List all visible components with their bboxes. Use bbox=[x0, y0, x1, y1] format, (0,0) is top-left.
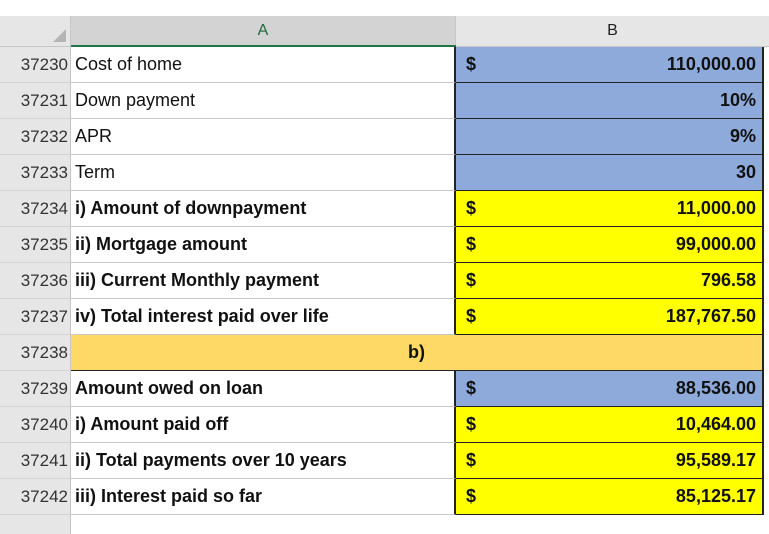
table-row: 37234 i) Amount of downpayment $11,000.00 bbox=[0, 191, 769, 227]
selected-column-indicator bbox=[71, 45, 456, 47]
currency-symbol: $ bbox=[466, 486, 477, 506]
table-row: 37237 iv) Total interest paid over life $1… bbox=[0, 299, 769, 335]
cell-value: 88,536.00 bbox=[675, 378, 756, 398]
cell-value: 10% bbox=[719, 90, 756, 110]
cell-value: 95,589.17 bbox=[675, 450, 756, 470]
table-row: 37231 Down payment 10% bbox=[0, 83, 769, 119]
row-number[interactable]: 37239 bbox=[0, 371, 71, 407]
table-row: 37232 APR 9% bbox=[0, 119, 769, 155]
row-number[interactable]: 37234 bbox=[0, 191, 71, 227]
row-header-partial bbox=[0, 515, 71, 534]
table-row: 37240 i) Amount paid off $10,464.00 bbox=[0, 407, 769, 443]
currency-symbol: $ bbox=[466, 54, 477, 74]
row-number[interactable]: 37238 bbox=[0, 335, 71, 371]
cell-b[interactable]: $99,000.00 bbox=[456, 227, 764, 263]
table-row: 37241 ii) Total payments over 10 years $95… bbox=[0, 443, 769, 479]
cell-a[interactable]: APR bbox=[71, 119, 456, 155]
row-number[interactable]: 37241 bbox=[0, 443, 71, 479]
cell-value: 11,000.00 bbox=[676, 198, 756, 218]
cell-b[interactable]: $796.58 bbox=[456, 263, 764, 299]
cell-value: 10,464.00 bbox=[675, 414, 756, 434]
column-header-a[interactable]: A bbox=[71, 16, 456, 47]
row-number[interactable]: 37233 bbox=[0, 155, 71, 191]
currency-symbol: $ bbox=[466, 306, 477, 326]
row-number[interactable]: 37231 bbox=[0, 83, 71, 119]
row-number[interactable]: 37230 bbox=[0, 47, 71, 83]
table-row: 37236 iii) Current Monthly payment $796.58 bbox=[0, 263, 769, 299]
row-number[interactable]: 37236 bbox=[0, 263, 71, 299]
row-number[interactable]: 37237 bbox=[0, 299, 71, 335]
row-number[interactable]: 37242 bbox=[0, 479, 71, 515]
cell-b[interactable]: $85,125.17 bbox=[456, 479, 764, 515]
cell-b[interactable]: $88,536.00 bbox=[456, 371, 764, 407]
cell-value: 99,000.00 bbox=[675, 234, 756, 254]
cell-b[interactable]: $110,000.00 bbox=[456, 47, 764, 83]
table-row: 37242 iii) Interest paid so far $85,125.17 bbox=[0, 479, 769, 515]
cell-a[interactable]: iii) Interest paid so far bbox=[71, 479, 456, 515]
merged-section-cell[interactable]: b) bbox=[71, 335, 764, 371]
cell-b[interactable]: $95,589.17 bbox=[456, 443, 764, 479]
select-all-triangle-icon bbox=[53, 29, 66, 42]
currency-symbol: $ bbox=[466, 414, 477, 434]
cell-a[interactable]: Cost of home bbox=[71, 47, 456, 83]
row-number[interactable]: 37232 bbox=[0, 119, 71, 155]
table-row: 37235 ii) Mortgage amount $99,000.00 bbox=[0, 227, 769, 263]
cell-a[interactable]: i) Amount of downpayment bbox=[71, 191, 456, 227]
table-row: 37239 Amount owed on loan $88,536.00 bbox=[0, 371, 769, 407]
currency-symbol: $ bbox=[466, 270, 477, 290]
table-row: 37233 Term 30 bbox=[0, 155, 769, 191]
table-row: 37230 Cost of home $110,000.00 bbox=[0, 47, 769, 83]
table-row-merged: 37238 b) bbox=[0, 335, 769, 371]
cell-a[interactable]: ii) Total payments over 10 years bbox=[71, 443, 456, 479]
cell-b[interactable]: $11,000.00 bbox=[456, 191, 764, 227]
select-all-corner[interactable] bbox=[0, 16, 71, 47]
cell-value: 187,767.50 bbox=[665, 306, 756, 326]
currency-symbol: $ bbox=[466, 378, 477, 398]
cell-a[interactable]: iv) Total interest paid over life bbox=[71, 299, 456, 335]
cell-a[interactable]: iii) Current Monthly payment bbox=[71, 263, 456, 299]
cell-value: 110,000.00 bbox=[666, 54, 756, 74]
row-number[interactable]: 37240 bbox=[0, 407, 71, 443]
currency-symbol: $ bbox=[466, 198, 477, 218]
cell-a[interactable]: ii) Mortgage amount bbox=[71, 227, 456, 263]
cell-b[interactable]: 30 bbox=[456, 155, 764, 191]
cell-a[interactable]: Amount owed on loan bbox=[71, 371, 456, 407]
row-number[interactable]: 37235 bbox=[0, 227, 71, 263]
cell-b[interactable]: 9% bbox=[456, 119, 764, 155]
cell-a[interactable]: Down payment bbox=[71, 83, 456, 119]
cell-value: 9% bbox=[729, 126, 756, 146]
cell-value: 85,125.17 bbox=[675, 486, 756, 506]
column-header-b[interactable]: B bbox=[456, 16, 769, 47]
cell-a[interactable]: i) Amount paid off bbox=[71, 407, 456, 443]
cell-value: 796.58 bbox=[700, 270, 756, 290]
cell-a[interactable]: Term bbox=[71, 155, 456, 191]
cell-b[interactable]: 10% bbox=[456, 83, 764, 119]
cell-b[interactable]: $187,767.50 bbox=[456, 299, 764, 335]
cell-b[interactable]: $10,464.00 bbox=[456, 407, 764, 443]
currency-symbol: $ bbox=[466, 450, 477, 470]
cell-value: 30 bbox=[735, 162, 756, 182]
currency-symbol: $ bbox=[466, 234, 477, 254]
